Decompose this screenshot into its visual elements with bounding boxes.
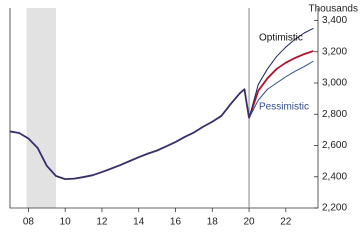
- series-line: [9, 88, 250, 180]
- y-tick-label: 2,800: [322, 109, 347, 120]
- y-tick-label: 3,200: [322, 46, 347, 57]
- y-tick-label: 2,200: [322, 203, 347, 214]
- series-line: [248, 60, 314, 119]
- chart: Thousands 2,200 2,400 2,600 2,800 3,000 3,200…: [9, 4, 358, 228]
- x-tick-label: 12: [96, 217, 108, 228]
- page: {"chart_data": { "type": "line", "y_axis…: [9, 3, 358, 228]
- y-axis-label: Thousands: [309, 4, 358, 15]
- y-tick-label: 3,000: [322, 78, 347, 89]
- series-line: [248, 50, 314, 119]
- y-tick-label: 3,400: [322, 15, 347, 26]
- y-tick-label: 2,400: [322, 171, 347, 182]
- x-tick-label: 16: [170, 217, 182, 228]
- y-tick-label: 2,600: [322, 140, 347, 151]
- series-line: [248, 27, 314, 119]
- shaded-region: [26, 8, 56, 208]
- x-tick-label: 10: [60, 217, 72, 228]
- x-tick-label: 18: [207, 217, 219, 228]
- plot-frame: [9, 8, 319, 209]
- x-tick-label: 20: [243, 217, 255, 228]
- x-tick-label: 14: [133, 217, 145, 228]
- series-label: Optimistic: [259, 33, 303, 44]
- x-tick-label: 22: [280, 217, 292, 228]
- x-tick-label: 08: [23, 217, 35, 228]
- series-label: Pessimistic: [259, 102, 309, 113]
